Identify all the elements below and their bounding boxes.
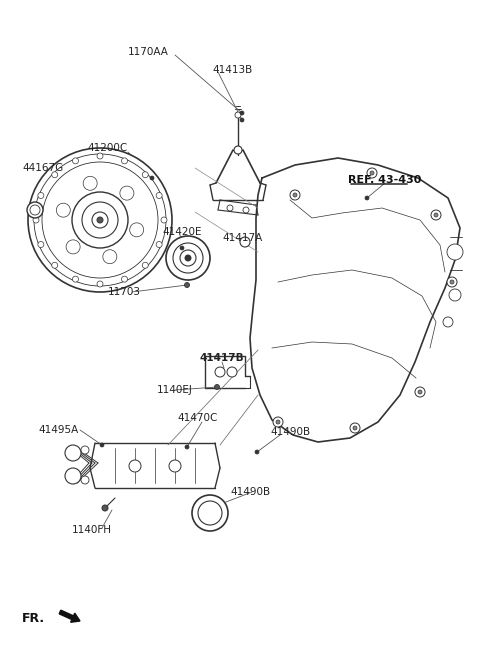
Circle shape xyxy=(72,192,128,248)
Circle shape xyxy=(30,205,40,215)
Circle shape xyxy=(293,193,297,197)
Circle shape xyxy=(434,213,438,217)
Text: 41200C: 41200C xyxy=(88,143,128,153)
Circle shape xyxy=(276,420,280,424)
Circle shape xyxy=(82,202,118,238)
Circle shape xyxy=(102,505,108,511)
Text: 1140EJ: 1140EJ xyxy=(157,385,193,395)
Circle shape xyxy=(415,387,425,397)
Circle shape xyxy=(350,423,360,433)
Text: 41417B: 41417B xyxy=(200,353,245,363)
Circle shape xyxy=(166,236,210,280)
Circle shape xyxy=(173,243,203,273)
Circle shape xyxy=(447,277,457,287)
Text: 41413B: 41413B xyxy=(212,65,252,75)
Text: 1170AA: 1170AA xyxy=(128,47,168,57)
Text: FR.: FR. xyxy=(22,611,45,625)
Circle shape xyxy=(142,262,148,268)
Circle shape xyxy=(130,223,144,237)
Circle shape xyxy=(185,445,189,449)
Text: 11703: 11703 xyxy=(108,287,141,297)
Text: 1140FH: 1140FH xyxy=(72,525,112,535)
Circle shape xyxy=(450,280,454,284)
Circle shape xyxy=(215,367,225,377)
Circle shape xyxy=(215,384,219,390)
Circle shape xyxy=(92,212,108,228)
Circle shape xyxy=(66,240,80,254)
Circle shape xyxy=(443,317,453,327)
Circle shape xyxy=(42,162,158,278)
Circle shape xyxy=(227,367,237,377)
Circle shape xyxy=(97,217,103,223)
Circle shape xyxy=(240,111,244,115)
Text: 41495A: 41495A xyxy=(38,425,78,435)
FancyArrow shape xyxy=(59,610,80,623)
Circle shape xyxy=(418,390,422,394)
Text: REF. 43-430: REF. 43-430 xyxy=(348,175,421,185)
Circle shape xyxy=(192,495,228,531)
Circle shape xyxy=(431,210,441,220)
Circle shape xyxy=(34,154,166,286)
Circle shape xyxy=(120,186,134,200)
Circle shape xyxy=(121,276,128,282)
Circle shape xyxy=(33,217,39,223)
Circle shape xyxy=(52,172,58,178)
Circle shape xyxy=(365,196,369,200)
Circle shape xyxy=(72,276,79,282)
Circle shape xyxy=(243,207,249,213)
Polygon shape xyxy=(250,158,460,442)
Circle shape xyxy=(52,262,58,268)
Circle shape xyxy=(367,168,377,178)
Text: 41490B: 41490B xyxy=(270,427,310,437)
Circle shape xyxy=(97,281,103,287)
Circle shape xyxy=(180,250,196,266)
Circle shape xyxy=(447,244,463,260)
Circle shape xyxy=(169,460,181,472)
Circle shape xyxy=(227,205,233,211)
Circle shape xyxy=(353,426,357,430)
Circle shape xyxy=(103,250,117,264)
Circle shape xyxy=(449,289,461,301)
Circle shape xyxy=(255,450,259,454)
Circle shape xyxy=(72,158,79,164)
Text: 41420E: 41420E xyxy=(162,227,202,237)
Text: 44167G: 44167G xyxy=(22,163,63,173)
Circle shape xyxy=(180,246,184,250)
Circle shape xyxy=(184,283,190,287)
Circle shape xyxy=(240,118,244,122)
Circle shape xyxy=(150,176,154,180)
Circle shape xyxy=(129,460,141,472)
Circle shape xyxy=(161,217,167,223)
Circle shape xyxy=(235,112,241,118)
Circle shape xyxy=(290,190,300,200)
Circle shape xyxy=(234,146,242,154)
Circle shape xyxy=(370,171,374,175)
Circle shape xyxy=(100,443,104,447)
Circle shape xyxy=(65,445,81,461)
Circle shape xyxy=(142,172,148,178)
Circle shape xyxy=(240,237,250,247)
Text: 41490B: 41490B xyxy=(230,487,270,497)
Circle shape xyxy=(156,241,162,247)
Circle shape xyxy=(38,241,44,247)
Circle shape xyxy=(121,158,128,164)
Circle shape xyxy=(83,176,97,190)
Circle shape xyxy=(65,468,81,484)
Circle shape xyxy=(273,417,283,427)
Circle shape xyxy=(27,202,43,218)
Circle shape xyxy=(198,501,222,525)
Circle shape xyxy=(185,255,191,261)
Circle shape xyxy=(81,476,89,484)
Circle shape xyxy=(81,446,89,454)
Circle shape xyxy=(56,203,70,217)
Text: 41417A: 41417A xyxy=(222,233,262,243)
Circle shape xyxy=(156,192,162,199)
Circle shape xyxy=(28,148,172,292)
Circle shape xyxy=(97,153,103,159)
Text: 41470C: 41470C xyxy=(177,413,217,423)
Circle shape xyxy=(38,192,44,199)
